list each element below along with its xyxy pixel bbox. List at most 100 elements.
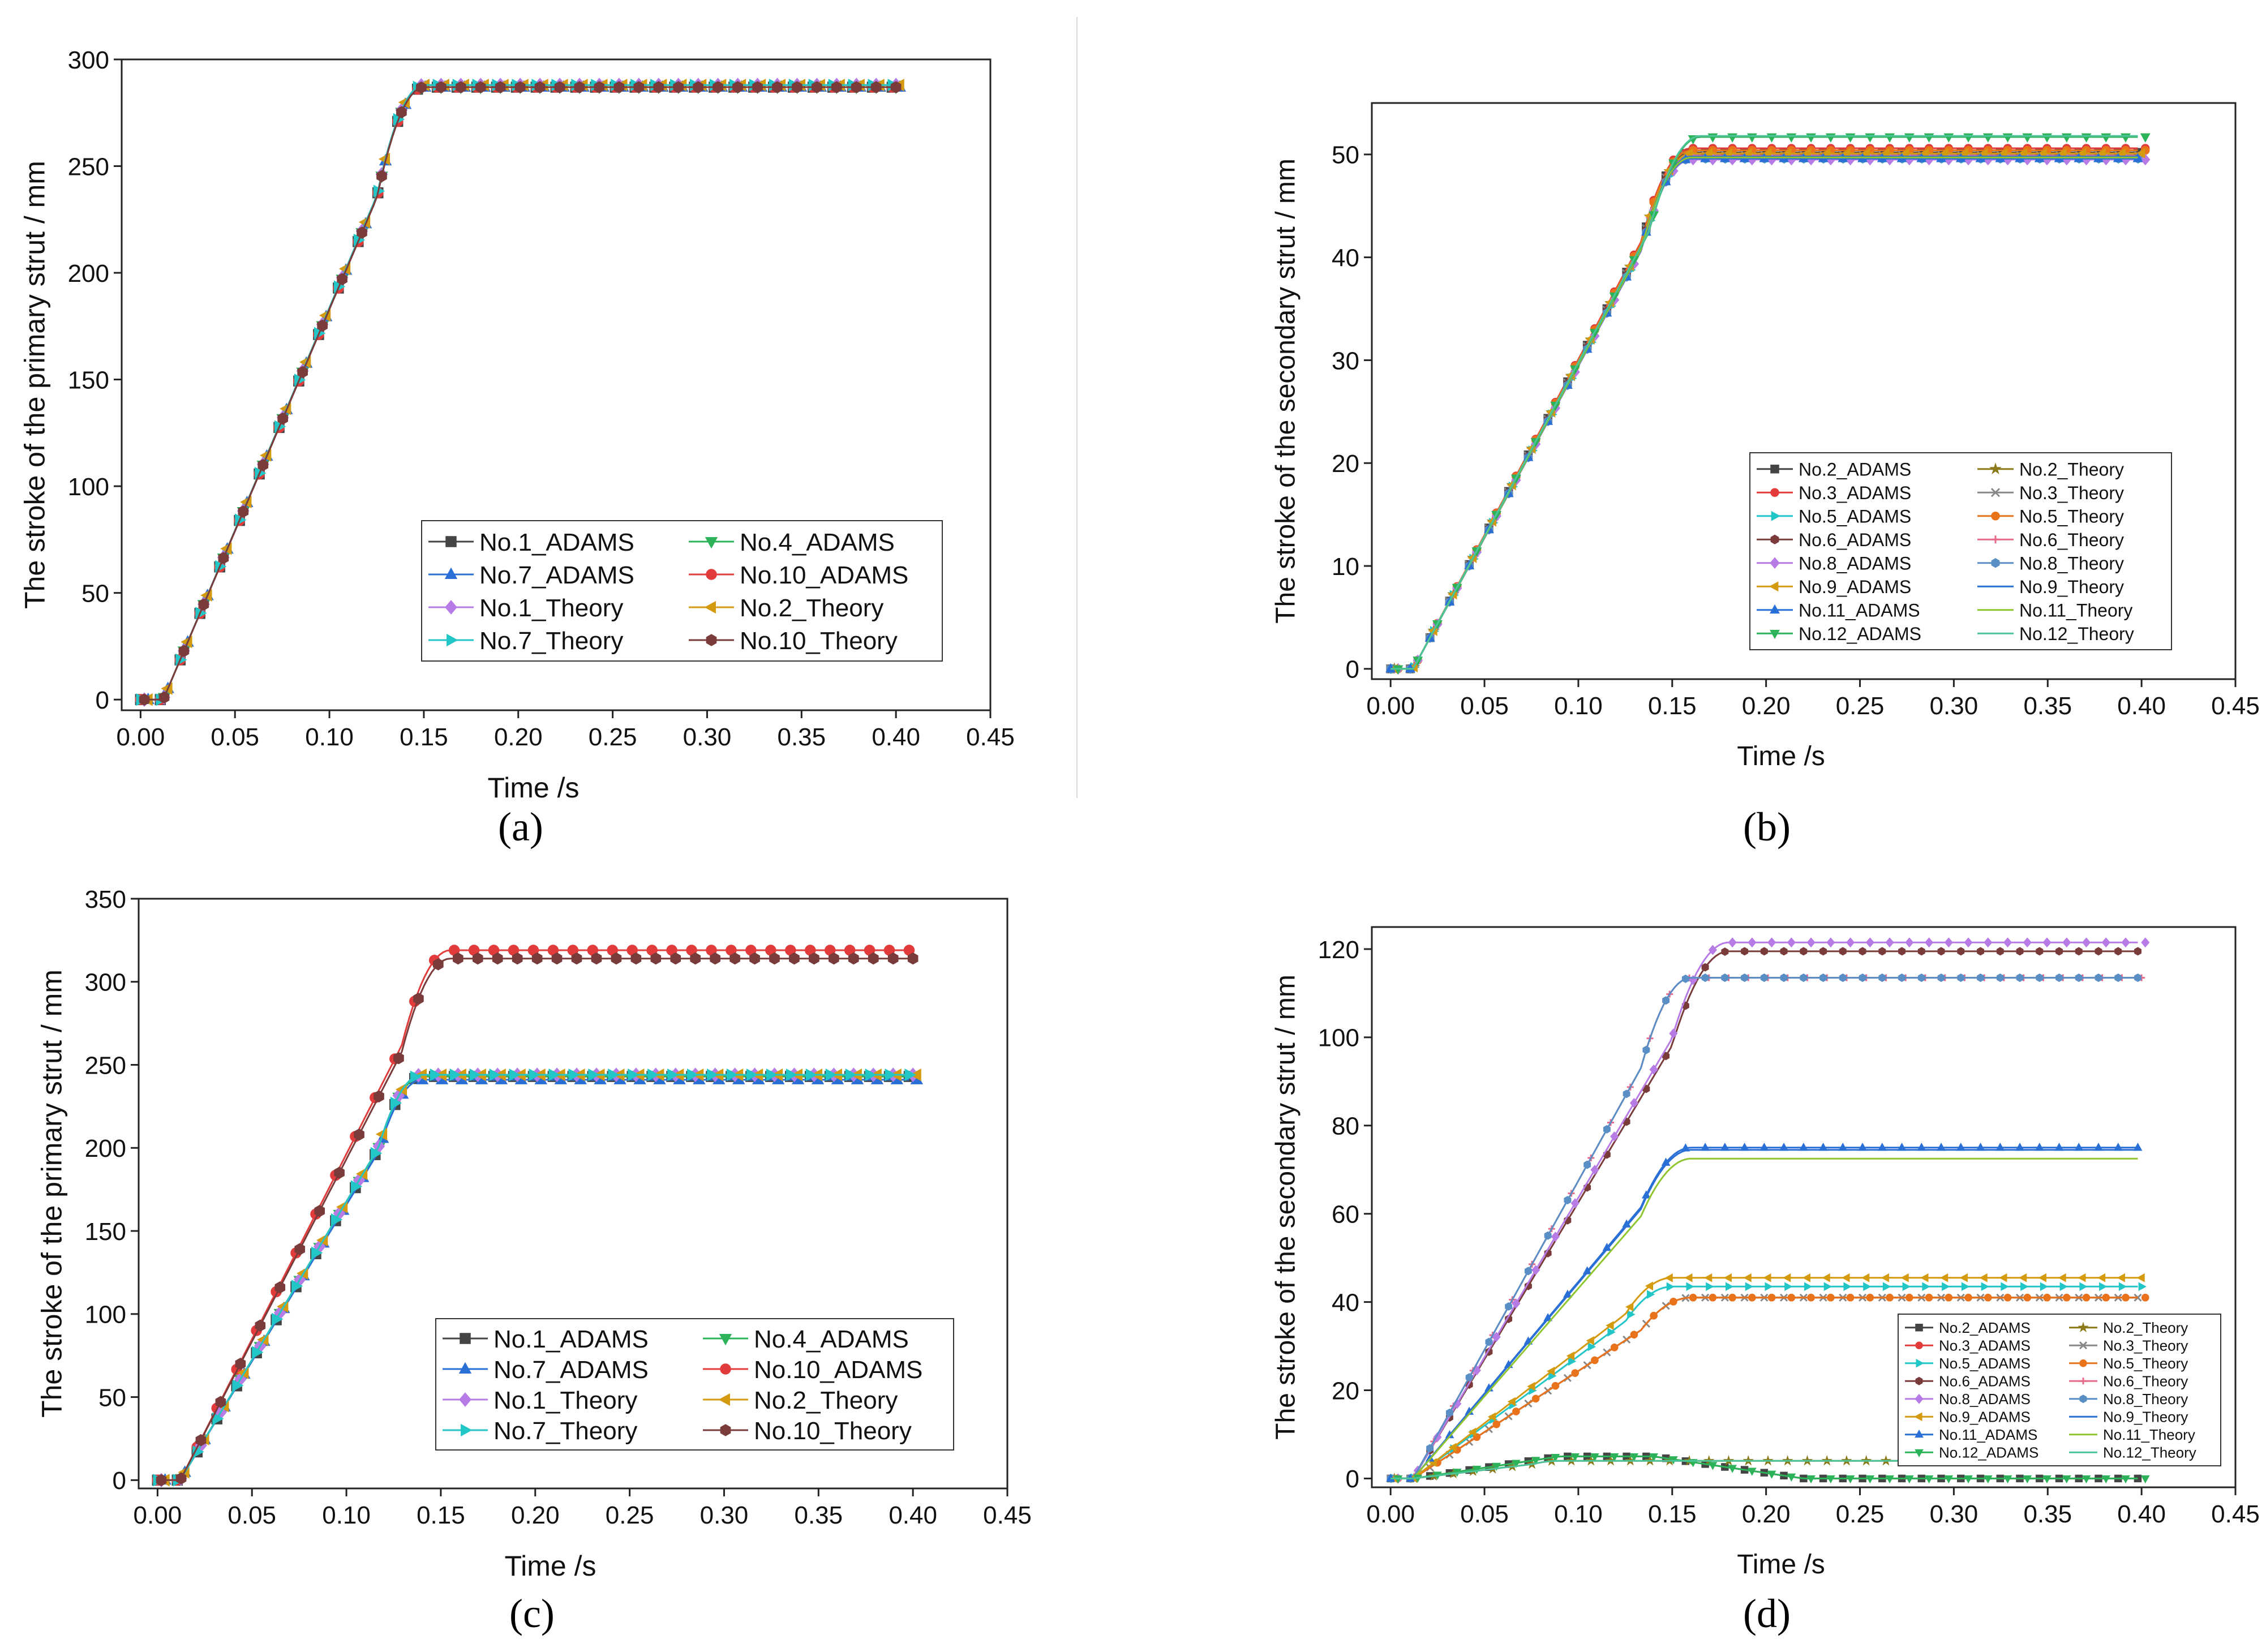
legend-item: No.7_ADAMS [443, 1356, 649, 1384]
data-point [1976, 1143, 1985, 1151]
data-point [1630, 1331, 1638, 1339]
legend-item: No.9_Theory [1977, 577, 2124, 597]
data-point [870, 81, 882, 93]
data-point [630, 952, 642, 965]
legend-marker [458, 1362, 472, 1374]
x-tick-label: 0.00 [1366, 1500, 1415, 1528]
data-point [1964, 937, 1973, 948]
y-tick-label: 50 [1332, 141, 1359, 169]
data-point [1762, 148, 1772, 159]
data-point [475, 81, 486, 93]
data-point [568, 1068, 580, 1082]
legend-item: No.5_Theory [2069, 1355, 2188, 1372]
data-point [1961, 1282, 1970, 1291]
legend-marker [2079, 1394, 2087, 1404]
legend-item: No.9_ADAMS [1757, 577, 1911, 597]
legend-item: No.7_Theory [443, 1417, 637, 1445]
data-point [1725, 1282, 1734, 1291]
data-point [1566, 1351, 1575, 1361]
data-point [1804, 1282, 1813, 1291]
data-point [1492, 1332, 1501, 1342]
data-point [1957, 947, 1965, 956]
data-point [1445, 1408, 1453, 1417]
data-point [1937, 973, 1945, 982]
data-point [707, 1068, 719, 1082]
data-point [1917, 1143, 1926, 1151]
data-point [2122, 1294, 2130, 1302]
data-point [1917, 947, 1925, 956]
data-point [1531, 1394, 1540, 1403]
data-point [1846, 1475, 1855, 1484]
data-point [198, 598, 209, 611]
data-point [1984, 937, 1993, 948]
data-point [2113, 1143, 2123, 1151]
y-tick-label: 40 [1332, 244, 1359, 272]
data-point [1709, 1294, 1717, 1302]
data-point [2042, 937, 2052, 948]
chart-panel-c: 0.00 0.05 0.10 0.15 0.20 0.25 0.30 0.35 0.40 0.45… [36, 886, 1032, 1582]
data-point [2114, 947, 2122, 956]
data-point [1689, 1294, 1697, 1302]
data-point [2059, 1282, 2068, 1291]
data-point [890, 81, 902, 93]
x-tick-label: 0.40 [889, 1501, 937, 1529]
data-point [1649, 1064, 1658, 1075]
data-point [2037, 148, 2047, 159]
x-tick-label: 0.20 [494, 723, 543, 751]
data-point [317, 319, 328, 332]
legend-item: No.6_ADAMS [1905, 1373, 2031, 1390]
data-point [1610, 1131, 1619, 1142]
x-tick-label: 0.45 [2211, 692, 2260, 720]
data-point [571, 952, 582, 965]
data-point [2094, 1143, 2103, 1151]
legend-item: No.11_ADAMS [1905, 1426, 2037, 1443]
data-point [2117, 1273, 2125, 1282]
legend-item: No.5_ADAMS [1905, 1355, 2031, 1372]
data-point [1800, 973, 1808, 982]
data-point [2141, 1294, 2149, 1302]
series-No.5_ADAMS [1390, 1282, 2147, 1483]
data-point [1563, 1289, 1572, 1298]
x-tick-label: 0.20 [511, 1501, 560, 1529]
data-point [1898, 973, 1906, 982]
data-point [2036, 947, 2044, 956]
data-point [390, 1096, 402, 1110]
caption-d: (d) [1743, 1591, 1791, 1636]
data-point [1944, 937, 1953, 948]
data-point [1782, 1273, 1791, 1282]
data-point [749, 952, 760, 965]
y-tick-label: 150 [68, 366, 109, 394]
data-point [1821, 148, 1831, 159]
data-point [435, 81, 447, 93]
data-point [1571, 1369, 1579, 1377]
legend-label: No.10_Theory [740, 627, 898, 655]
data-point [1551, 1453, 1560, 1462]
data-point [2121, 1475, 2130, 1484]
data-point [1606, 1321, 1614, 1330]
data-point [2036, 973, 2044, 982]
data-point [825, 1068, 838, 1082]
data-point [1602, 1242, 1612, 1251]
data-point [1942, 1282, 1950, 1291]
data-point [1684, 148, 1693, 159]
data-point [1543, 1313, 1553, 1321]
data-point [195, 1434, 207, 1447]
legend-label: No.2_ADAMS [1799, 459, 1911, 479]
data-point [1547, 1366, 1555, 1376]
data-point [1512, 1460, 1521, 1468]
data-point [726, 1068, 739, 1082]
y-tick-label: 50 [98, 1384, 126, 1411]
legend-label: No.5_ADAMS [1799, 506, 1911, 526]
data-point [591, 952, 602, 965]
x-tick-label: 0.10 [322, 1501, 371, 1529]
data-point [274, 1281, 286, 1294]
x-tick-label: 0.25 [606, 1501, 654, 1529]
data-point [1782, 148, 1792, 159]
legend-item: No.2_Theory [2069, 1319, 2188, 1336]
legend-marker [447, 633, 458, 647]
legend-item: No.1_ADAMS [443, 1325, 649, 1353]
data-point [156, 1474, 167, 1487]
data-point [175, 1472, 187, 1485]
caption-b: (b) [1743, 804, 1791, 849]
